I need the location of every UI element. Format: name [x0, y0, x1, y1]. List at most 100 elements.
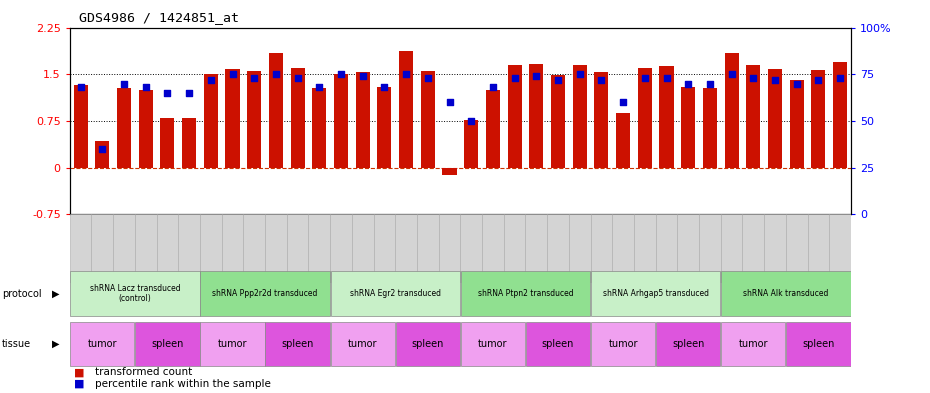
Point	[811, 77, 826, 83]
Bar	[508, 66, 522, 167]
Point	[204, 77, 219, 83]
Point	[312, 84, 326, 90]
Bar	[525, 322, 591, 365]
Bar	[135, 322, 200, 365]
Text: percentile rank within the sample: percentile rank within the sample	[95, 379, 271, 389]
Point	[572, 71, 587, 77]
Bar	[721, 214, 742, 283]
Point	[746, 75, 761, 81]
Bar	[551, 75, 565, 167]
Bar	[638, 68, 652, 167]
Bar	[399, 51, 413, 167]
Point	[181, 90, 196, 96]
Bar	[786, 322, 851, 365]
Bar	[681, 86, 696, 167]
Point	[702, 80, 717, 86]
Point	[225, 71, 240, 77]
Bar	[244, 214, 265, 283]
Text: shRNA Arhgap5 transduced: shRNA Arhgap5 transduced	[603, 289, 709, 298]
Bar	[460, 214, 482, 283]
Text: spleen: spleen	[412, 339, 444, 349]
Bar	[616, 113, 631, 167]
Text: GDS4986 / 1424851_at: GDS4986 / 1424851_at	[79, 11, 239, 24]
Point	[507, 75, 522, 81]
Bar	[265, 322, 330, 365]
Text: ■: ■	[74, 367, 85, 377]
Bar	[656, 214, 677, 283]
Bar	[91, 214, 113, 283]
Point	[637, 75, 652, 81]
Point	[355, 73, 370, 79]
Bar	[547, 214, 569, 283]
Text: spleen: spleen	[672, 339, 704, 349]
Bar	[591, 214, 612, 283]
Point	[269, 71, 284, 77]
Text: ▶: ▶	[52, 339, 60, 349]
Bar	[330, 322, 395, 365]
Bar	[656, 322, 721, 365]
Bar	[73, 85, 87, 167]
Bar	[70, 271, 200, 316]
Bar	[330, 214, 352, 283]
Bar	[485, 90, 500, 167]
Point	[377, 84, 392, 90]
Bar	[352, 214, 374, 283]
Point	[290, 75, 305, 81]
Bar	[200, 271, 330, 316]
Bar	[225, 68, 240, 167]
Bar	[247, 71, 261, 167]
Bar	[721, 271, 851, 316]
Bar	[790, 81, 804, 167]
Bar	[591, 271, 721, 316]
Text: spleen: spleen	[542, 339, 574, 349]
Bar	[204, 73, 218, 167]
Bar	[573, 65, 587, 167]
Bar	[746, 65, 761, 167]
Point	[659, 75, 674, 81]
Bar	[460, 271, 591, 316]
Bar	[70, 322, 135, 365]
Text: tissue: tissue	[2, 339, 31, 349]
Bar	[139, 90, 153, 167]
Bar	[724, 53, 738, 167]
Bar	[378, 87, 392, 167]
Point	[551, 77, 565, 83]
Bar	[807, 214, 830, 283]
Text: spleen: spleen	[803, 339, 834, 349]
Point	[464, 118, 479, 124]
Point	[399, 71, 414, 77]
Bar	[699, 214, 721, 283]
Bar	[721, 322, 786, 365]
Bar	[200, 214, 221, 283]
Bar	[395, 322, 460, 365]
Bar	[95, 141, 110, 167]
Bar	[464, 119, 478, 167]
Bar	[156, 214, 179, 283]
Text: shRNA Ppp2r2d transduced: shRNA Ppp2r2d transduced	[212, 289, 318, 298]
Bar	[786, 214, 807, 283]
Bar	[312, 88, 326, 167]
Bar	[417, 214, 439, 283]
Bar	[179, 214, 200, 283]
Bar	[286, 214, 309, 283]
Bar	[160, 118, 175, 167]
Point	[95, 146, 110, 152]
Point	[160, 90, 175, 96]
Point	[832, 75, 847, 81]
Text: tumor: tumor	[218, 339, 247, 349]
Bar	[833, 62, 847, 167]
Bar	[439, 214, 460, 283]
Point	[724, 71, 739, 77]
Text: shRNA Egr2 transduced: shRNA Egr2 transduced	[350, 289, 441, 298]
Bar	[395, 214, 417, 283]
Point	[790, 80, 804, 86]
Point	[420, 75, 435, 81]
Bar	[135, 214, 156, 283]
Bar	[265, 214, 286, 283]
Bar	[768, 68, 782, 167]
Point	[594, 77, 609, 83]
Bar	[330, 271, 460, 316]
Bar	[221, 214, 244, 283]
Point	[485, 84, 500, 90]
Text: tumor: tumor	[608, 339, 638, 349]
